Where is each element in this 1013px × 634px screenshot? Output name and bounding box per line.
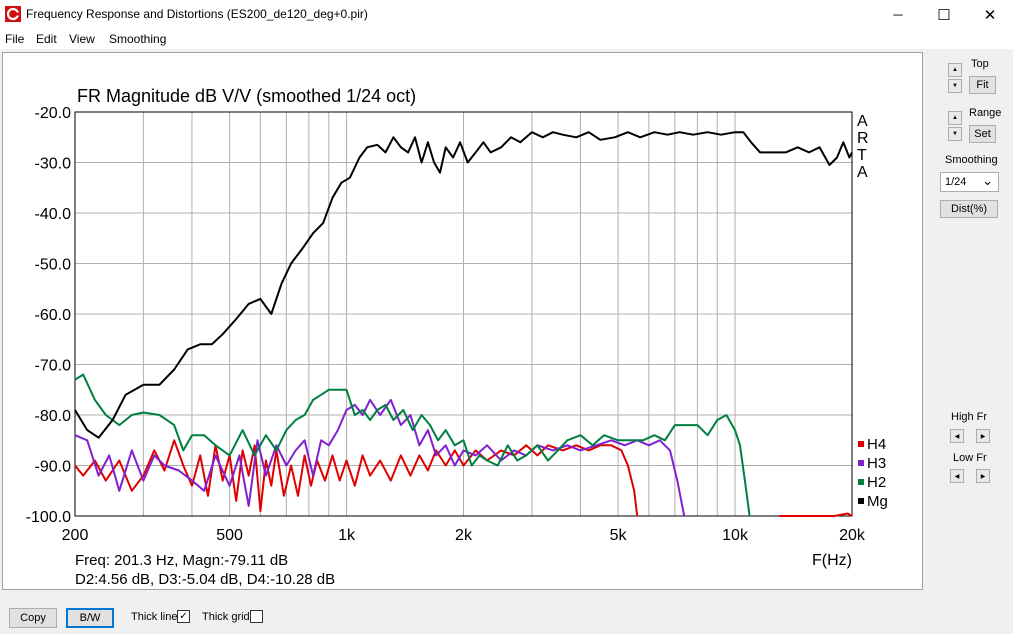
- cursor-readout-line2: D2:4.56 dB, D3:-5.04 dB, D4:-10.28 dB: [75, 571, 335, 588]
- window-title: Frequency Response and Distortions (ES20…: [26, 7, 368, 21]
- menu-bar: File Edit View Smoothing: [0, 29, 1013, 49]
- x-tick-label: 2k: [455, 527, 473, 544]
- dist-percent-button[interactable]: Dist(%): [940, 200, 998, 218]
- series-line-h4-tail: [779, 512, 853, 517]
- x-tick-label: 500: [216, 527, 243, 544]
- thick-line-label: Thick line: [131, 611, 178, 623]
- arrow-right-icon: ▶: [980, 433, 986, 440]
- series-line-mg: [74, 131, 853, 439]
- plot-frame: [74, 111, 853, 517]
- menu-edit[interactable]: Edit: [36, 32, 57, 46]
- y-tick-label: -70.0: [35, 358, 72, 375]
- close-icon: ✕: [983, 6, 997, 24]
- menu-smoothing[interactable]: Smoothing: [109, 32, 167, 46]
- checkmark-icon: ✓: [179, 610, 188, 622]
- smoothing-label: Smoothing: [945, 154, 998, 166]
- high-fr-label: High Fr: [951, 411, 988, 423]
- range-up-button[interactable]: ▲: [948, 111, 962, 125]
- arrow-up-icon: ▲: [952, 115, 958, 121]
- x-tick-label: 5k: [610, 527, 628, 544]
- x-tick-label: 1k: [338, 527, 356, 544]
- bw-button[interactable]: B/W: [66, 608, 114, 628]
- set-button[interactable]: Set: [969, 125, 996, 143]
- thick-line-checkbox[interactable]: ✓: [177, 610, 190, 623]
- smoothing-value: 1/24: [945, 176, 967, 188]
- x-axis-label: F(Hz): [812, 552, 852, 569]
- close-button[interactable]: ✕: [967, 0, 1013, 29]
- menu-file[interactable]: File: [5, 32, 25, 46]
- chart-title: FR Magnitude dB V/V (smoothed 1/24 oct): [77, 86, 416, 106]
- thick-grid-label: Thick grid: [202, 611, 250, 623]
- top-label: Top: [971, 58, 989, 70]
- y-tick-label: -30.0: [35, 156, 72, 173]
- legend-swatch-h2: [858, 479, 864, 485]
- legend-label-h3: H3: [867, 455, 886, 472]
- menu-view[interactable]: View: [69, 32, 95, 46]
- minimize-button[interactable]: ─: [875, 0, 921, 29]
- fit-button[interactable]: Fit: [969, 76, 996, 94]
- maximize-button[interactable]: ☐: [921, 0, 967, 29]
- low-fr-right-button[interactable]: ▶: [976, 469, 990, 483]
- range-down-button[interactable]: ▼: [948, 127, 962, 141]
- chevron-down-icon: ⌄: [982, 173, 993, 188]
- smoothing-select[interactable]: 1/24 ⌄: [940, 172, 999, 192]
- title-bar: Frequency Response and Distortions (ES20…: [0, 0, 1013, 29]
- top-down-button[interactable]: ▼: [948, 79, 962, 93]
- arta-app-icon: [5, 6, 21, 22]
- y-tick-label: -20.0: [35, 105, 72, 122]
- arta-brand-letter: A: [857, 113, 868, 130]
- top-up-button[interactable]: ▲: [948, 63, 962, 77]
- bottom-toolbar: Copy B/W Thick line ✓ Thick grid: [0, 596, 1013, 634]
- series-line-h2: [74, 373, 751, 517]
- cursor-readout-line1: Freq: 201.3 Hz, Magn:-79.11 dB: [75, 552, 288, 569]
- copy-button[interactable]: Copy: [9, 608, 57, 628]
- plot-panel: -20.0 -30.0 -40.0 -50.0 -60.0 -70.0 -80.0 -90.0…: [2, 52, 923, 590]
- x-tick-label: 20k: [839, 527, 866, 544]
- minimize-icon: ─: [893, 7, 903, 22]
- low-fr-left-button[interactable]: ◀: [950, 469, 964, 483]
- low-fr-label: Low Fr: [953, 452, 987, 464]
- legend-swatch-h4: [858, 441, 864, 447]
- series-line-h3: [74, 398, 686, 517]
- frequency-response-chart: -20.0 -30.0 -40.0 -50.0 -60.0 -70.0 -80.0 -90.0…: [26, 86, 888, 588]
- arrow-down-icon: ▼: [952, 131, 958, 137]
- arrow-right-icon: ▶: [980, 473, 986, 480]
- legend-swatch-h3: [858, 460, 864, 466]
- arrow-down-icon: ▼: [952, 83, 958, 89]
- y-tick-label: -60.0: [35, 307, 72, 324]
- high-fr-left-button[interactable]: ◀: [950, 429, 964, 443]
- y-tick-label: -40.0: [35, 206, 72, 223]
- x-tick-label: 200: [62, 527, 89, 544]
- range-label: Range: [969, 107, 1002, 119]
- legend-label-h2: H2: [867, 474, 886, 491]
- arta-brand-letter: R: [857, 130, 869, 147]
- x-tick-label: 10k: [722, 527, 749, 544]
- y-tick-label: -90.0: [35, 459, 72, 476]
- arta-brand-letter: A: [857, 164, 868, 181]
- y-tick-label: -50.0: [35, 257, 72, 274]
- arta-brand-letter: T: [857, 147, 867, 164]
- y-tick-label: -80.0: [35, 408, 72, 425]
- y-tick-label: -100.0: [26, 509, 71, 526]
- arrow-left-icon: ◀: [954, 473, 960, 480]
- thick-grid-checkbox[interactable]: [250, 610, 263, 623]
- high-fr-right-button[interactable]: ▶: [976, 429, 990, 443]
- maximize-icon: ☐: [937, 6, 951, 24]
- arrow-left-icon: ◀: [954, 433, 960, 440]
- legend-label-mg: Mg: [867, 493, 888, 510]
- arrow-up-icon: ▲: [952, 67, 958, 73]
- legend-swatch-mg: [858, 498, 864, 504]
- legend-label-h4: H4: [867, 436, 886, 453]
